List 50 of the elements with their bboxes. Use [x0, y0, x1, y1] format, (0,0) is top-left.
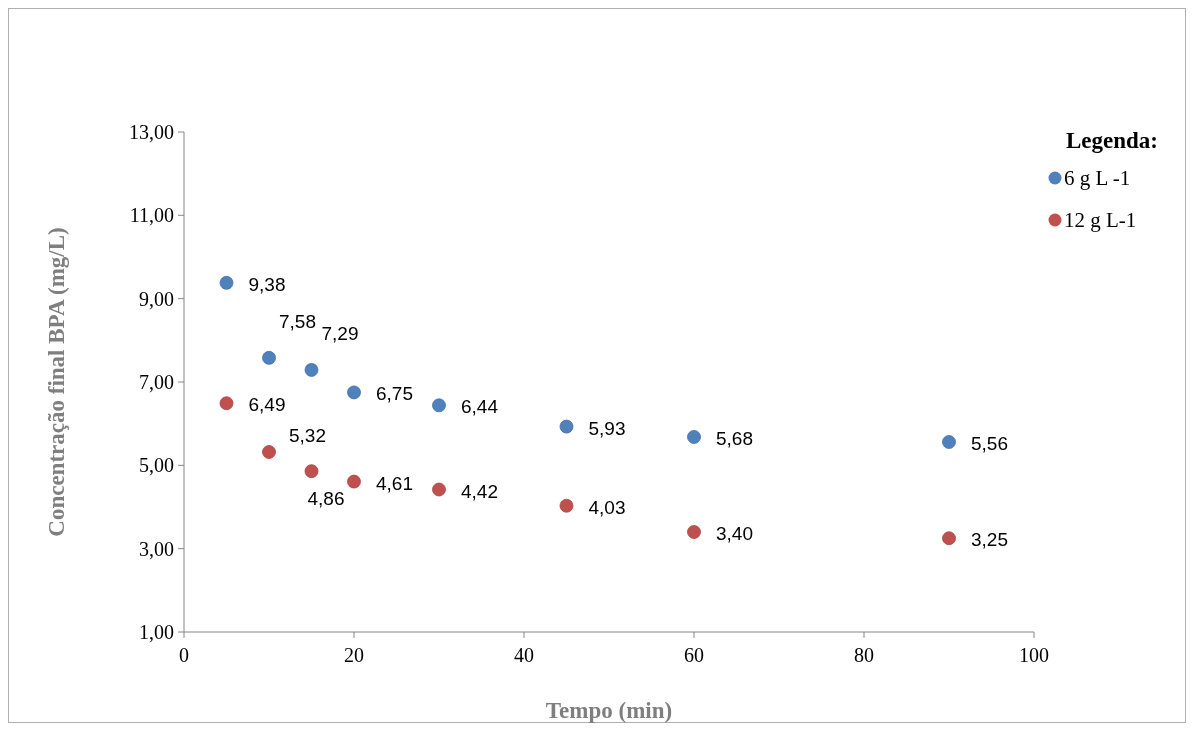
x-tick-label: 60 [684, 644, 704, 666]
data-label: 4,61 [376, 472, 413, 494]
data-label: 4,86 [307, 488, 345, 510]
legend-label: 12 g L-1 [1064, 208, 1137, 233]
data-label: 7,58 [279, 310, 316, 332]
data-label: 7,29 [321, 322, 359, 344]
y-tick-label: 11,00 [129, 204, 174, 227]
point [432, 482, 446, 497]
data-label: 5,68 [716, 428, 753, 449]
legend-title: Legenda: [1066, 128, 1158, 153]
x-tick-label: 100 [1019, 644, 1049, 666]
point [219, 396, 234, 411]
y-tick-label: 3,00 [139, 537, 174, 560]
data-label: 5,93 [588, 417, 626, 439]
data-label: 6,49 [248, 394, 286, 416]
point [559, 419, 574, 434]
x-tick-label: 20 [344, 644, 364, 666]
y-axis-title: Concentração final BPA (mg/L) [44, 227, 69, 537]
point [262, 350, 276, 365]
data-label: 6,44 [461, 396, 499, 418]
point [432, 398, 446, 413]
point [219, 275, 234, 290]
y-tick-label: 13,00 [129, 121, 174, 143]
data-label: 5,56 [971, 433, 1008, 454]
y-tick-label: 5,00 [139, 454, 174, 477]
x-axis-title: Tempo (min) [545, 698, 673, 723]
point [559, 498, 574, 513]
point [347, 474, 361, 489]
data-label: 6,75 [376, 383, 413, 405]
point [942, 435, 956, 449]
point [347, 385, 361, 400]
data-label: 3,40 [716, 523, 753, 544]
x-tick-label: 80 [854, 644, 874, 666]
y-tick-label: 1,00 [139, 621, 174, 643]
point [942, 531, 956, 546]
point [304, 363, 319, 377]
y-tick-label: 9,00 [139, 287, 174, 310]
data-label: 4,03 [588, 496, 626, 518]
point [262, 445, 276, 459]
data-label: 3,25 [971, 529, 1008, 551]
x-tick-label: 40 [514, 644, 534, 666]
data-label: 4,42 [461, 480, 498, 502]
data-label: 5,32 [289, 425, 326, 446]
point [687, 430, 701, 444]
x-tick-label: 0 [179, 644, 189, 666]
point [687, 525, 701, 539]
legend-label: 6 g L -1 [1064, 166, 1131, 191]
y-tick-label: 7,00 [139, 371, 174, 393]
point [304, 464, 319, 479]
data-label: 9,38 [248, 273, 286, 295]
